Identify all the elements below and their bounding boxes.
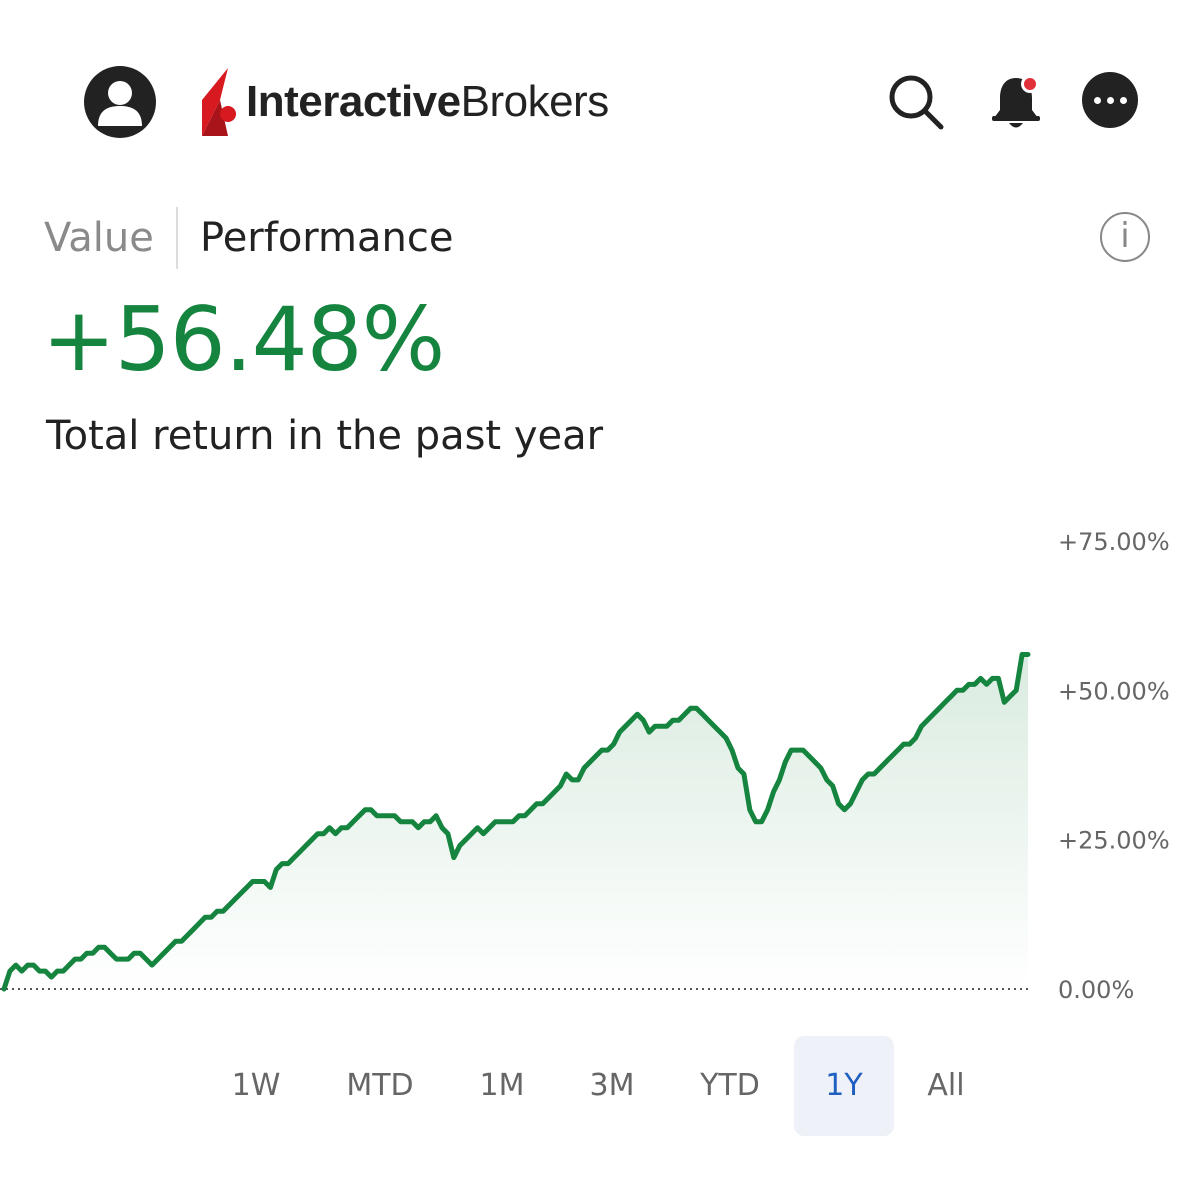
notifications-bell-icon[interactable] — [984, 70, 1048, 134]
brand-logo: InteractiveBrokers — [198, 66, 609, 138]
y-axis-tick-label: 0.00% — [1058, 976, 1134, 1004]
range-option-1m[interactable]: 1M — [479, 1068, 525, 1103]
y-axis-tick-label: +50.00% — [1058, 677, 1170, 705]
performance-chart[interactable]: +75.00% +50.00% +25.00% 0.00% — [0, 500, 1200, 1020]
range-selector: 1W MTD 1M 3M YTD 1Y All — [0, 1036, 1200, 1136]
tab-value[interactable]: Value — [44, 215, 154, 261]
tab-performance[interactable]: Performance — [200, 215, 454, 261]
y-axis-tick-label: +25.00% — [1058, 827, 1170, 855]
info-icon[interactable]: i — [1100, 212, 1150, 262]
range-option-3m[interactable]: 3M — [589, 1068, 635, 1103]
range-option-ytd[interactable]: YTD — [700, 1068, 760, 1103]
chart-series-line — [1, 652, 1031, 992]
tab-divider — [176, 207, 178, 269]
range-option-1y[interactable]: 1Y — [794, 1036, 894, 1136]
notification-dot — [1024, 78, 1036, 90]
total-return-caption: Total return in the past year — [46, 413, 604, 459]
brand-logo-text: InteractiveBrokers — [246, 77, 609, 126]
total-return-value: +56.48% — [42, 288, 445, 391]
range-option-1w[interactable]: 1W — [231, 1068, 281, 1103]
y-axis-tick-label: +75.00% — [1058, 528, 1170, 556]
profile-avatar-icon[interactable] — [84, 66, 156, 138]
more-options-icon[interactable] — [1082, 72, 1138, 128]
brand-logo-mark-icon — [202, 68, 236, 136]
search-icon[interactable] — [884, 70, 948, 134]
range-option-mtd[interactable]: MTD — [346, 1068, 414, 1103]
range-option-all[interactable]: All — [927, 1068, 965, 1103]
